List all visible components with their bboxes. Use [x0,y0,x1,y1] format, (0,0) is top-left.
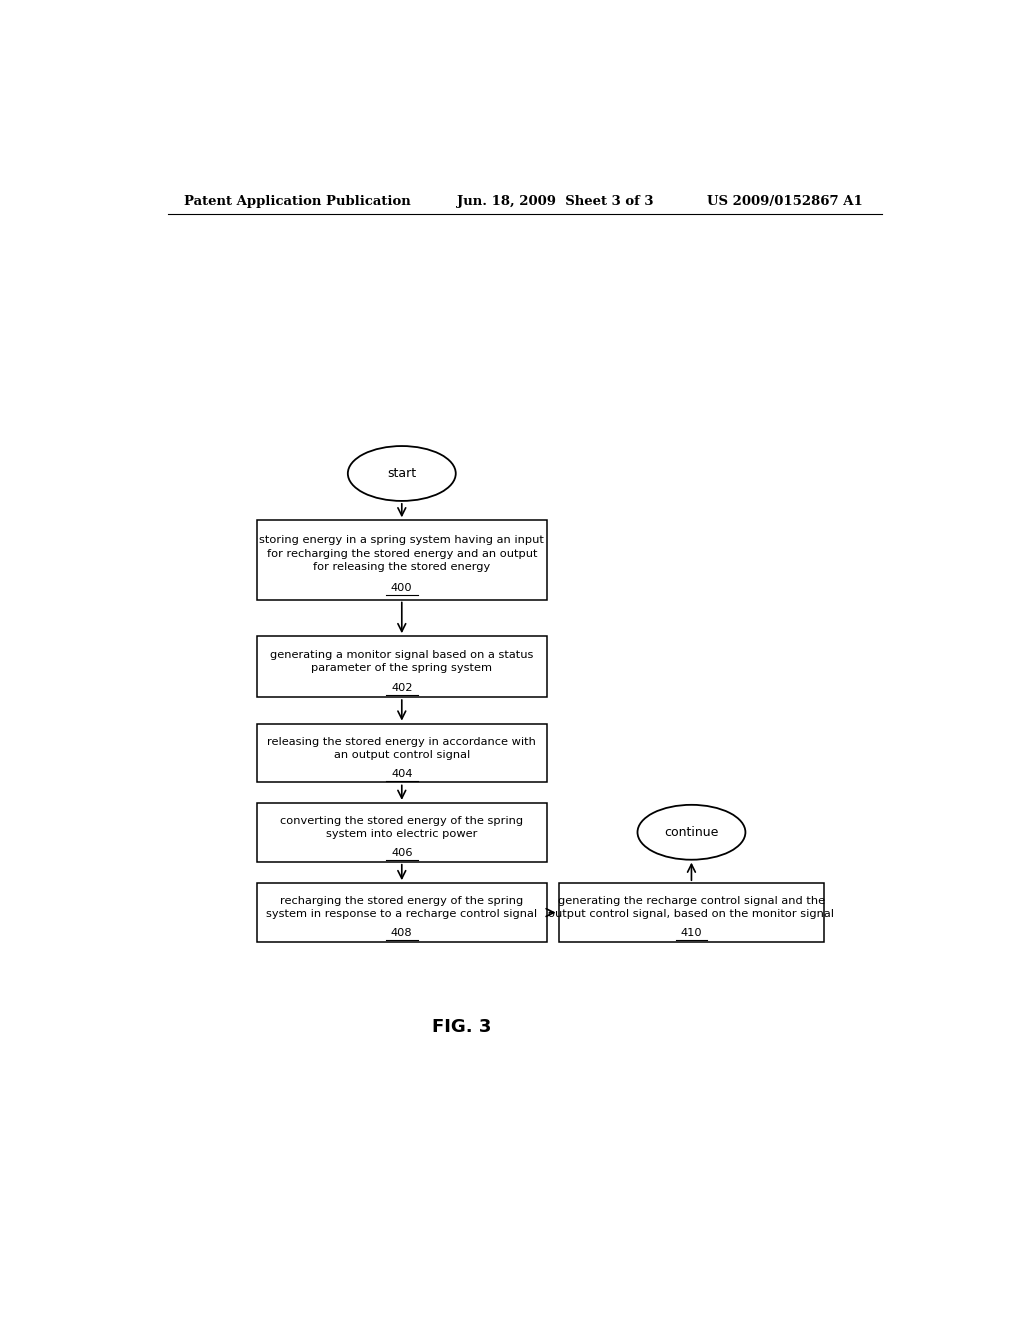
FancyBboxPatch shape [257,803,547,862]
Text: releasing the stored energy in accordance with
an output control signal: releasing the stored energy in accordanc… [267,737,537,760]
FancyBboxPatch shape [257,520,547,599]
Text: 400: 400 [391,582,413,593]
Text: generating the recharge control signal and the
output control signal, based on t: generating the recharge control signal a… [549,896,835,920]
Text: US 2009/0152867 A1: US 2009/0152867 A1 [708,194,863,207]
Text: 410: 410 [681,928,702,939]
Text: FIG. 3: FIG. 3 [432,1019,490,1036]
Text: continue: continue [665,826,719,838]
Text: recharging the stored energy of the spring
system in response to a recharge cont: recharging the stored energy of the spri… [266,896,538,920]
Text: 408: 408 [391,928,413,939]
Ellipse shape [638,805,745,859]
FancyBboxPatch shape [558,883,824,942]
Text: generating a monitor signal based on a status
parameter of the spring system: generating a monitor signal based on a s… [270,651,534,673]
Text: Patent Application Publication: Patent Application Publication [183,194,411,207]
Text: start: start [387,467,417,480]
Text: Jun. 18, 2009  Sheet 3 of 3: Jun. 18, 2009 Sheet 3 of 3 [458,194,654,207]
FancyBboxPatch shape [257,636,547,697]
Text: converting the stored energy of the spring
system into electric power: converting the stored energy of the spri… [281,816,523,840]
Text: 402: 402 [391,682,413,693]
Text: storing energy in a spring system having an input
for recharging the stored ener: storing energy in a spring system having… [259,536,544,572]
FancyBboxPatch shape [257,723,547,783]
Ellipse shape [348,446,456,500]
FancyBboxPatch shape [257,883,547,942]
Text: 404: 404 [391,768,413,779]
Text: 406: 406 [391,847,413,858]
